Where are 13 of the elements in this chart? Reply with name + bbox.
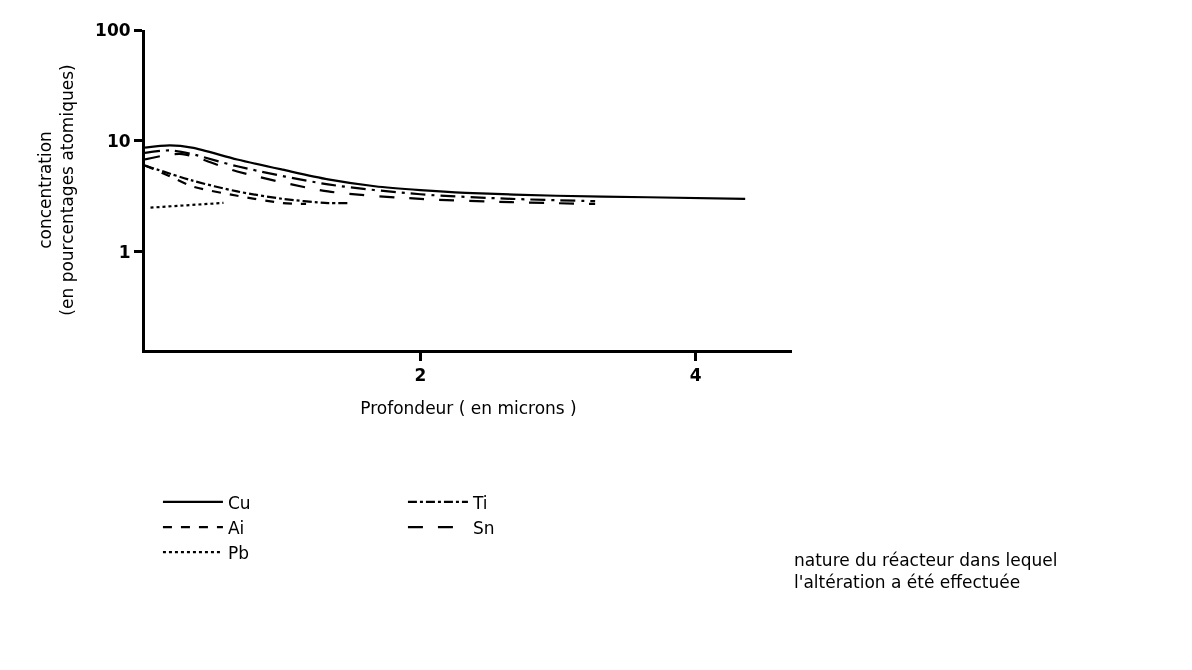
y-tick-label: 10 bbox=[106, 130, 131, 151]
x-tick-label: 2 bbox=[414, 365, 427, 386]
legend-label: Ai bbox=[227, 517, 245, 538]
x-axis-title: Profondeur ( en microns ) bbox=[360, 397, 577, 418]
y-tick-label: 100 bbox=[95, 19, 131, 40]
legend-label: Cu bbox=[227, 492, 251, 513]
legend-label: Sn bbox=[472, 517, 495, 538]
text: nature du réacteur dans lequel l'altération a été effectuée bbox=[794, 550, 1058, 593]
y-axis-title: concentration (en pourcentages atomiques) bbox=[34, 64, 77, 316]
legend-label: Ti bbox=[471, 492, 488, 513]
x-tick-label: 4 bbox=[689, 365, 702, 386]
legend-label: Pb bbox=[227, 542, 249, 563]
y-tick-label: 1 bbox=[118, 241, 131, 262]
